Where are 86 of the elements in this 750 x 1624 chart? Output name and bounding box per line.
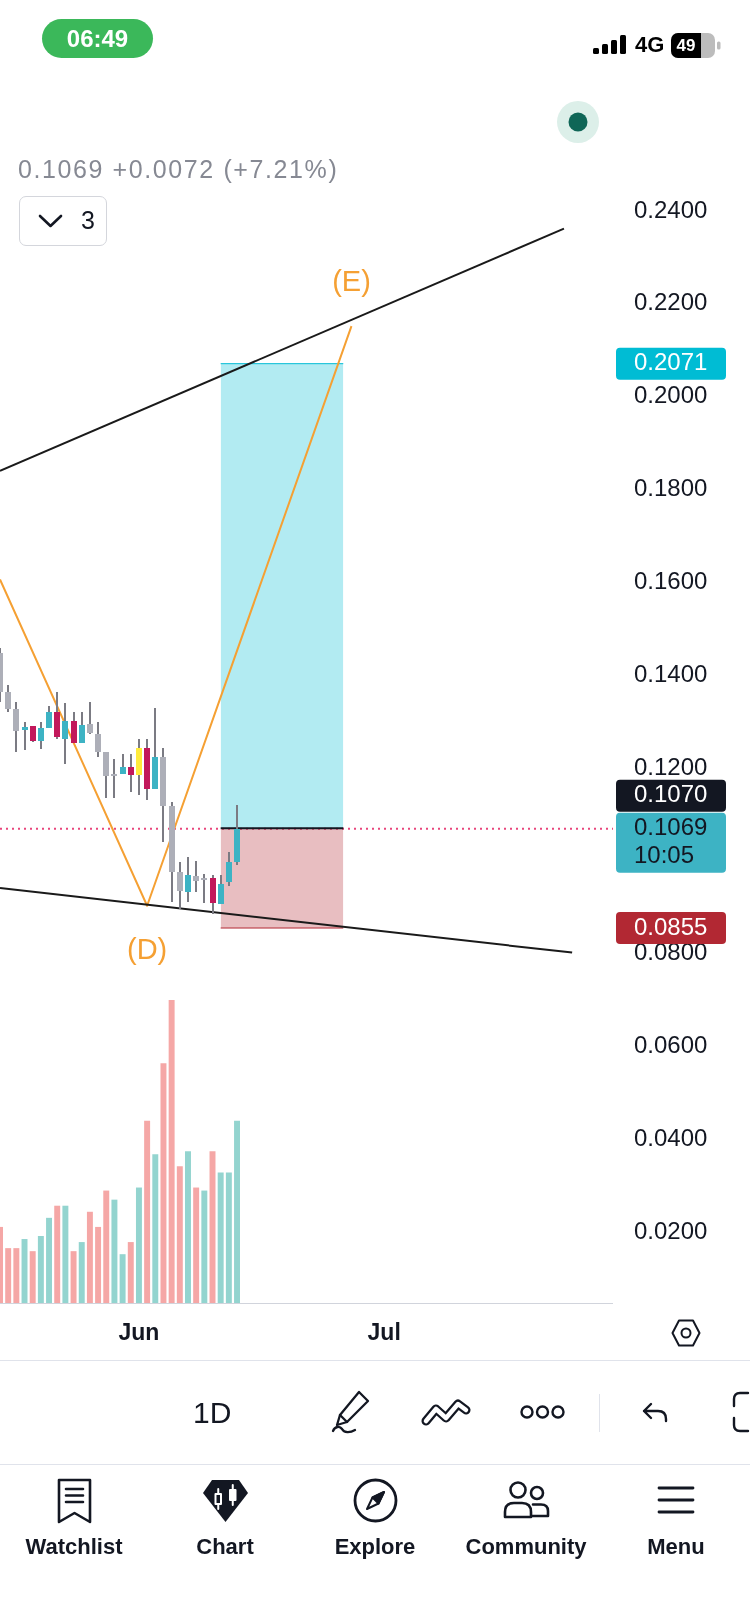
text: 10:05: [634, 841, 695, 869]
bar: [78, 1242, 85, 1303]
text: 0.1070: [634, 780, 708, 808]
annotation: 3: [81, 206, 95, 235]
candlestick: [169, 801, 175, 903]
bar: [135, 1187, 142, 1303]
bar: [13, 1248, 20, 1303]
bar: [5, 1248, 12, 1303]
bar: [86, 1211, 93, 1303]
candlestick: [128, 753, 134, 793]
candlestick: [46, 705, 52, 728]
candlestick: [13, 701, 19, 753]
text: 1D: [193, 1396, 232, 1430]
x-tick-label: Jul: [367, 1319, 401, 1346]
text: 0.0855: [634, 912, 708, 940]
y-tick-label: 0.1800: [634, 474, 708, 502]
candlestick: [79, 711, 85, 743]
candlestick: [177, 861, 183, 910]
bar: [21, 1239, 28, 1303]
candlestick: [5, 684, 11, 713]
bar: [46, 1217, 53, 1303]
ref-line-label: 0.1069: [634, 813, 708, 841]
y-tick-label: 0.2200: [634, 288, 708, 316]
text: Menu: [647, 1534, 705, 1560]
text: 49: [676, 35, 696, 56]
y-tick-label: 0.0600: [634, 1030, 708, 1058]
bar: [201, 1190, 208, 1303]
candlestick: [120, 753, 126, 774]
annotation: (E): [332, 265, 371, 298]
text: 0.2071: [634, 348, 708, 376]
text: Chart: [196, 1534, 254, 1560]
candlestick: [71, 711, 77, 743]
candlestick: [54, 691, 60, 740]
x-tick-label: Jun: [118, 1319, 160, 1346]
candlestick: [185, 856, 191, 903]
bar: [127, 1242, 134, 1303]
candlestick: [103, 752, 109, 799]
text: Explore: [334, 1534, 416, 1560]
bar: [185, 1151, 191, 1303]
candlestick: [160, 747, 166, 843]
bar: [152, 1154, 159, 1303]
candlestick: [193, 860, 199, 893]
bar: [176, 1166, 183, 1303]
candlestick: [152, 707, 158, 789]
candlestick: [38, 721, 44, 750]
bar: [193, 1187, 200, 1303]
candlestick: [234, 804, 240, 866]
bar: [103, 1190, 110, 1303]
y-tick-label: 0.2400: [634, 195, 708, 223]
y-tick-label: 0.1400: [634, 659, 708, 687]
bar: [119, 1254, 126, 1303]
bar: [160, 1063, 167, 1303]
bar: [37, 1236, 44, 1303]
chart-subtitle: 0.1069 +0.0072 (+7.21%): [18, 154, 339, 184]
text: Community: [465, 1534, 587, 1560]
candlestick: [87, 701, 93, 733]
y-tick-label: 0.1200: [634, 752, 708, 780]
bar: [111, 1199, 118, 1303]
candlestick: [30, 726, 36, 741]
candlestick: [144, 738, 150, 801]
candlestick: [136, 738, 142, 796]
bar: [217, 1172, 224, 1303]
bar: [168, 1000, 175, 1303]
bar: [234, 1120, 241, 1303]
candlestick: [226, 851, 232, 887]
bar: [54, 1205, 61, 1303]
text: 4G: [635, 32, 665, 57]
text: 06:49: [66, 24, 129, 53]
candlestick: [62, 702, 68, 765]
annotation: (D): [126, 932, 168, 965]
candlestick: [210, 874, 216, 915]
bar: [225, 1172, 232, 1303]
bar: [29, 1251, 36, 1303]
y-tick-label: 0.1600: [634, 566, 708, 594]
y-tick-label: 0.0200: [634, 1216, 708, 1244]
bar: [144, 1120, 151, 1303]
candlestick: [95, 721, 101, 758]
y-tick-label: 0.2000: [634, 381, 708, 409]
candlestick: [111, 758, 117, 799]
bar: [62, 1205, 69, 1303]
candlestick: [218, 874, 224, 904]
bar: [70, 1251, 77, 1303]
bar: [95, 1226, 102, 1303]
candlestick: [22, 721, 28, 751]
text: Watchlist: [25, 1534, 123, 1560]
y-tick-label: 0.0400: [634, 1123, 708, 1151]
